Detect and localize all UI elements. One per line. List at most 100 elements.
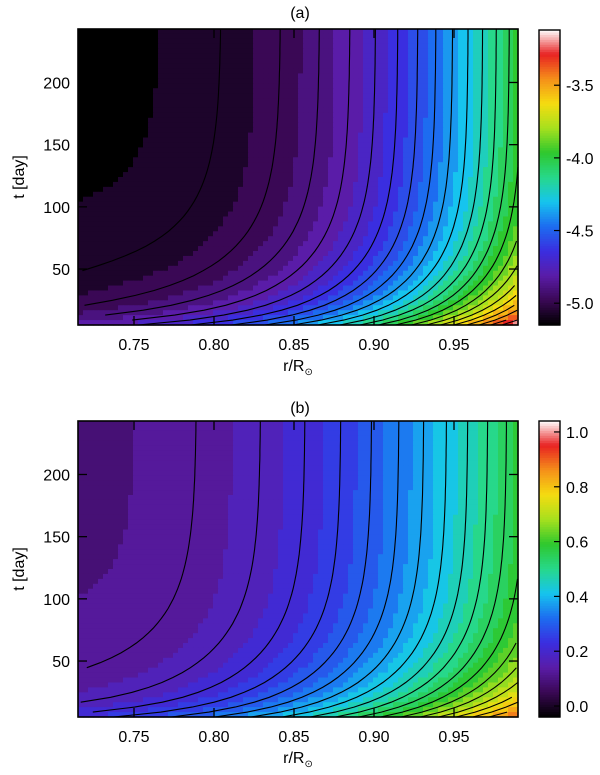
panel-a-field-cell: [263, 83, 269, 89]
panel-a-field-cell: [453, 201, 459, 208]
panel-a-field-cell: [308, 88, 314, 94]
panel-a-field-cell: [183, 147, 189, 153]
panel-a-field-cell: [143, 186, 149, 193]
panel-a-field-cell: [408, 260, 414, 267]
panel-a-field-cell: [273, 285, 279, 292]
panel-a-field-cell: [433, 147, 439, 153]
panel-a-field-cell: [313, 142, 319, 148]
panel-a-field-cell: [308, 127, 314, 134]
panel-a-field-cell: [298, 251, 304, 257]
panel-a-field-cell: [188, 63, 194, 70]
panel-a-field-cell: [373, 127, 379, 134]
panel-a-field-cell: [298, 206, 304, 213]
panel-a-field-cell: [443, 33, 449, 40]
panel-a-field-cell: [188, 112, 194, 119]
panel-a-field-cell: [143, 201, 149, 208]
panel-a-field-cell: [253, 117, 259, 124]
panel-a-field-cell: [138, 211, 144, 218]
panel-a-field-cell: [98, 29, 104, 35]
panel-a-field-cell: [253, 181, 259, 188]
panel-a-field-cell: [278, 206, 284, 213]
panel-a-field-cell: [418, 117, 424, 124]
panel-a-field-cell: [353, 83, 359, 89]
panel-a-field-cell: [103, 38, 109, 45]
panel-a-field-cell: [173, 181, 179, 188]
panel-a-field-cell: [233, 270, 239, 277]
panel-a-field-cell: [433, 181, 439, 188]
panel-a-field-cell: [318, 186, 324, 193]
panel-a-field-cell: [138, 93, 144, 99]
panel-a-field-cell: [503, 251, 509, 257]
panel-a-field-cell: [368, 132, 374, 139]
panel-a-field-cell: [133, 29, 139, 35]
panel-a-field-cell: [293, 167, 299, 173]
panel-a-field-cell: [263, 236, 269, 242]
panel-a-field-cell: [483, 147, 489, 153]
panel-a-field-cell: [513, 201, 519, 208]
panel-a-field-cell: [308, 147, 314, 153]
panel-a-field-cell: [138, 177, 144, 183]
panel-a-field-cell: [103, 295, 109, 301]
panel-a-field-cell: [213, 127, 219, 134]
panel-a-field-cell: [268, 255, 274, 262]
panel-a-field-cell: [453, 221, 459, 227]
panel-a-field-cell: [483, 290, 489, 296]
panel-a-field-cell: [238, 280, 244, 287]
panel-a-field-cell: [403, 103, 409, 109]
panel-a-field-cell: [178, 33, 184, 40]
panel-a-field-cell: [298, 260, 304, 267]
panel-a-field-cell: [273, 167, 279, 173]
panel-a-field-cell: [258, 53, 264, 60]
panel-a-field-cell: [293, 181, 299, 188]
panel-a-field-cell: [308, 305, 314, 311]
panel-a-field-cell: [388, 33, 394, 40]
panel-a-field-cell: [338, 137, 344, 144]
panel-a-field-cell: [163, 305, 169, 311]
panel-a-field-cell: [173, 88, 179, 94]
panel-a-field-cell: [128, 246, 134, 252]
panel-a-field-cell: [278, 172, 284, 178]
panel-a-field-cell: [418, 33, 424, 40]
panel-a-field-cell: [288, 216, 294, 222]
panel-a-field-cell: [278, 43, 284, 50]
panel-a-field-cell: [483, 231, 489, 237]
panel-a-field-cell: [283, 260, 289, 267]
panel-a-field-cell: [288, 236, 294, 242]
panel-a-field-cell: [128, 206, 134, 213]
panel-a-field-cell: [443, 103, 449, 109]
panel-a-field-cell: [138, 117, 144, 124]
panel-a-field-cell: [263, 251, 269, 257]
panel-a-field-cell: [83, 231, 89, 237]
panel-a-field-cell: [153, 231, 159, 237]
panel-a-field-cell: [168, 103, 174, 109]
panel-a-field-cell: [168, 78, 174, 84]
panel-a-field-cell: [243, 63, 249, 70]
panel-a-field-cell: [98, 98, 104, 104]
panel-a-field-cell: [453, 147, 459, 153]
panel-a-field-cell: [498, 231, 504, 237]
panel-a-field-cell: [308, 142, 314, 148]
panel-a-field-cell: [418, 137, 424, 144]
panel-a-field-cell: [378, 270, 384, 277]
panel-a-field-cell: [188, 290, 194, 296]
panel-a-field-cell: [318, 88, 324, 94]
panel-a-field-cell: [388, 221, 394, 227]
panel-a-field-cell: [113, 132, 119, 139]
panel-a-field-cell: [183, 88, 189, 94]
panel-a-field-cell: [98, 83, 104, 89]
panel-a-field-cell: [153, 162, 159, 168]
panel-a-field-cell: [458, 83, 464, 89]
panel-a-field-cell: [373, 43, 379, 50]
panel-a-field-cell: [238, 157, 244, 163]
panel-a-field-cell: [213, 285, 219, 292]
panel-a-field-cell: [168, 132, 174, 139]
panel-a-field-cell: [338, 53, 344, 60]
panel-a-field-cell: [243, 162, 249, 168]
panel-a-field-cell: [383, 201, 389, 208]
panel-a-field-cell: [148, 78, 154, 84]
panel-a-field-cell: [183, 246, 189, 252]
panel-a-field-cell: [348, 275, 354, 282]
panel-a-field-cell: [338, 221, 344, 227]
panel-a-field-cell: [188, 122, 194, 129]
panel-a-field-cell: [203, 221, 209, 227]
